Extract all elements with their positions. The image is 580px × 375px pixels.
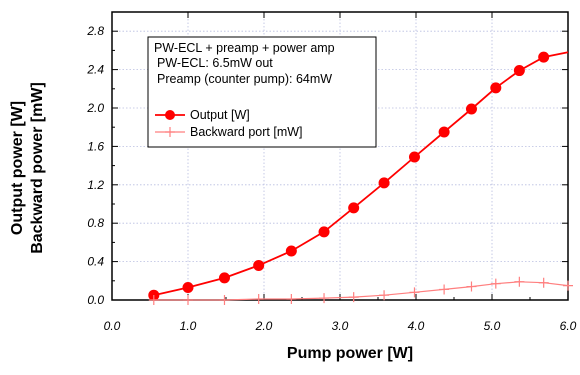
legend-entry-output: Output [W] — [155, 108, 250, 122]
data-point — [253, 259, 265, 271]
data-point — [490, 278, 501, 289]
annotation-line-3: Preamp (counter pump): 64mW — [157, 72, 332, 86]
data-point — [438, 126, 450, 138]
annotation-frame — [147, 36, 377, 148]
y-axis-label-line-1: Output power [W] — [9, 101, 26, 235]
y-tick-label: 0.8 — [87, 216, 104, 230]
data-point — [285, 245, 297, 257]
x-tick-label: 0.0 — [104, 319, 121, 333]
series-line — [153, 281, 569, 301]
data-point — [563, 280, 573, 291]
data-point — [439, 284, 450, 295]
y-tick-label: 1.2 — [87, 178, 104, 192]
y-tick-label: 2.0 — [86, 101, 104, 115]
data-point — [348, 292, 359, 303]
legend-entry-backward: Backward port [mW] — [155, 125, 303, 139]
x-tick-label: 2.0 — [255, 319, 273, 333]
y-tick-label: 0.4 — [87, 255, 104, 269]
legend-label-output: Output [W] — [190, 108, 250, 122]
data-point — [379, 290, 390, 301]
y-tick-label: 2.8 — [86, 24, 104, 38]
data-point — [148, 295, 159, 305]
data-point — [490, 82, 502, 94]
data-point — [409, 287, 420, 298]
y-tick-label: 2.4 — [86, 63, 104, 77]
y-axis-label-line-2: Backward power [mW] — [29, 82, 46, 254]
legend-label-backward: Backward port [mW] — [190, 125, 303, 139]
data-point — [319, 293, 330, 304]
series-backward — [148, 276, 573, 305]
data-point — [513, 65, 525, 77]
data-point — [348, 202, 360, 214]
data-point — [218, 272, 230, 284]
x-tick-label: 5.0 — [484, 319, 501, 333]
series — [148, 51, 573, 305]
x-tick-label: 6.0 — [560, 319, 577, 333]
legend-marker-backward — [165, 127, 175, 137]
annotation-line-2: PW-ECL: 6.5mW out — [157, 56, 273, 70]
x-tick-label: 1.0 — [180, 319, 197, 333]
data-point — [318, 226, 330, 238]
data-point — [538, 51, 550, 63]
data-point — [514, 276, 525, 287]
legend-marker-output — [165, 110, 175, 120]
data-point — [538, 277, 549, 288]
data-point — [465, 103, 477, 115]
x-axis-label: Pump power [W] — [287, 345, 413, 362]
annotation-box: PW-ECL + preamp + power amp PW-ECL: 6.5m… — [147, 36, 377, 148]
annotation-line-1: PW-ECL + preamp + power amp — [154, 41, 335, 55]
y-tick-label: 0.0 — [87, 293, 104, 307]
data-point — [219, 295, 230, 305]
data-point — [286, 294, 297, 305]
x-tick-label: 3.0 — [332, 319, 349, 333]
data-point — [182, 282, 194, 294]
data-point — [378, 177, 390, 189]
data-point — [253, 294, 264, 305]
data-point — [466, 281, 477, 292]
y-axis-label: Output power [W] Backward power [mW] — [9, 82, 46, 254]
data-point — [408, 151, 420, 163]
ticks: 0.0 1.0 2.0 3.0 4.0 5.0 6.0 0.0 0.4 0.8 1.2 1.6 2.0 2… — [86, 11, 577, 333]
y-tick-label: 1.6 — [87, 139, 104, 153]
x-tick-label: 4.0 — [408, 319, 425, 333]
data-point — [183, 295, 193, 305]
series-output — [148, 51, 569, 301]
